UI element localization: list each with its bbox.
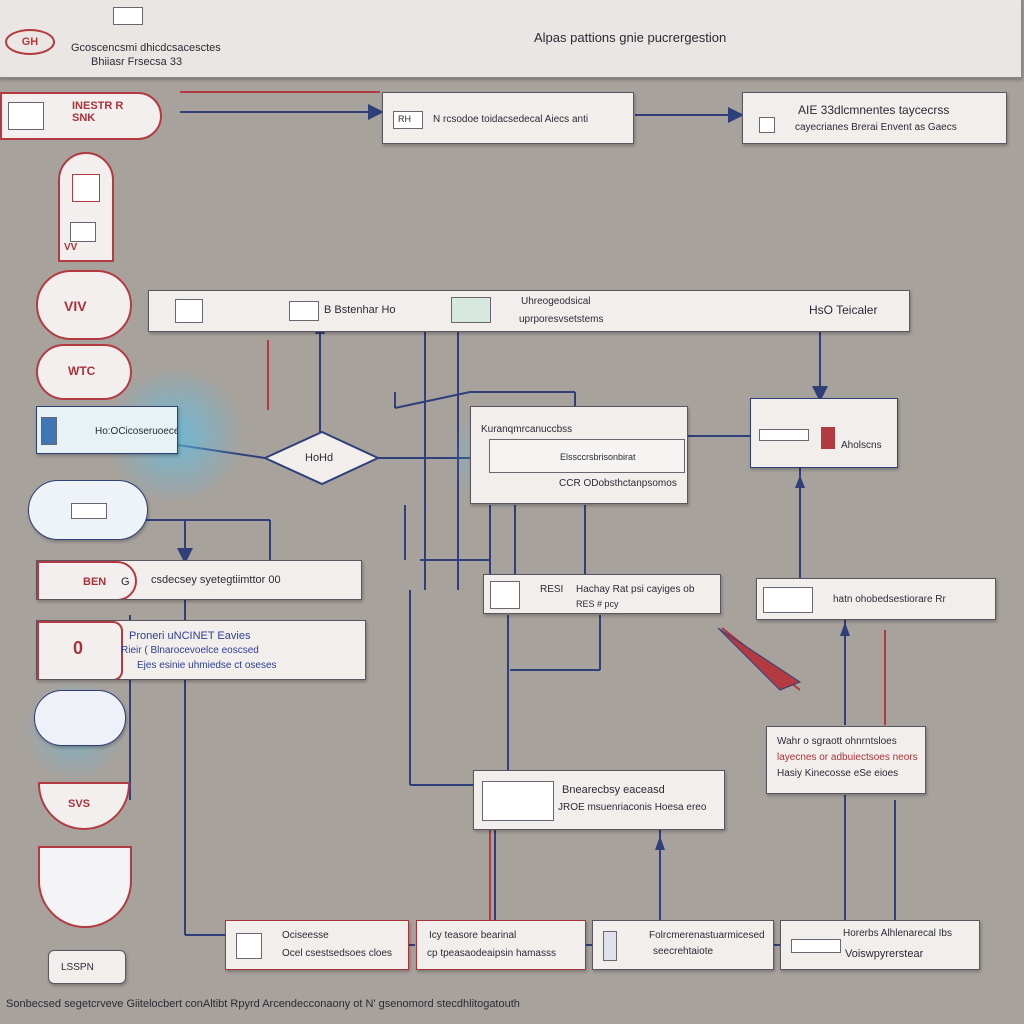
process-box-e[interactable]: Wahr o sgraott ohnrntsloes layecnes or a… bbox=[766, 726, 926, 794]
header-left-line-2: Bhiiasr Frsecsa 33 bbox=[91, 56, 183, 68]
box-c-chip: RESI bbox=[540, 584, 564, 595]
box-f-icon bbox=[482, 781, 554, 821]
diamond-label: HoHd bbox=[305, 452, 334, 464]
zero-line-3: Ejes esinie uhmiedse ct oseses bbox=[137, 660, 277, 671]
center-inner-panel: Elssccrsbrisonbirat bbox=[489, 439, 685, 473]
box-e-line-3: Hasiy Kinecosse eSe eioes bbox=[777, 768, 899, 779]
box-a-chip: RH bbox=[393, 111, 423, 129]
bar-icon-1 bbox=[175, 299, 203, 323]
center-line-3: CCR ODobsthctanpsomos bbox=[559, 478, 677, 489]
box-c-line-1: Hachay Rat psi cayiges ob bbox=[576, 584, 695, 595]
bottom-1-line-2: Ocel csestsedsoes cloes bbox=[282, 948, 393, 959]
bottom-tag-label: LSSPN bbox=[61, 962, 94, 973]
bottom-3-line-2: seecrehtaiote bbox=[653, 946, 714, 957]
bottom-3-line-1: Folrcmerenastuarmicesed bbox=[649, 930, 765, 941]
bottom-box-3[interactable]: Folrcmerenastuarmicesed seecrehtaiote bbox=[592, 920, 774, 970]
blue-box-icon bbox=[41, 417, 57, 445]
left-3d-node-2 bbox=[34, 690, 126, 746]
box-f-line-1: Bnearecbsy eaceasd bbox=[562, 784, 665, 796]
bill-box-text: csdecsey syetegtiimttor 00 bbox=[151, 574, 281, 586]
blue-process-box[interactable]: Ho:OCicoseruoecee bbox=[36, 406, 178, 454]
header-left-line-1: Gcoscencsmi dhicdcsacesctes bbox=[71, 42, 221, 54]
bill-tag: BEN G bbox=[37, 561, 137, 599]
bottom-4-line-2: Voiswpyrerstear bbox=[845, 948, 924, 960]
logo-text: GH bbox=[21, 36, 39, 48]
bottom-4-icon bbox=[791, 939, 841, 953]
right-middle-box[interactable]: Aholscns bbox=[750, 398, 898, 468]
zero-shield: 0 bbox=[37, 621, 123, 679]
bottom-box-1[interactable]: Ociseesse Ocel csestsedsoes cloes bbox=[225, 920, 409, 970]
3d-node-icon bbox=[71, 503, 107, 519]
bottom-3-icon bbox=[603, 931, 617, 961]
bar-label-c: HsO Teicaler bbox=[809, 303, 878, 317]
box-c-line-2: RES # pcy bbox=[576, 599, 619, 609]
bottom-1-line-1: Ociseesse bbox=[282, 930, 329, 941]
left-bottom-tag: LSSPN bbox=[48, 950, 126, 984]
footer-caption: Sonbecsed segetcrveve Giitelocbert conAl… bbox=[6, 998, 520, 1010]
red-tag-top: INESTR R SNK bbox=[0, 92, 162, 140]
zero-line-2: Rieir ( Blnarocevoelce eoscsed bbox=[121, 645, 259, 656]
shield-1-icon bbox=[72, 174, 100, 202]
box-d-text: hatn ohobedsestiorare Rr bbox=[833, 594, 946, 605]
center-box[interactable]: Kuranqmrcanuccbss Elssccrsbrisonbirat CC… bbox=[470, 406, 688, 504]
logo: GH bbox=[5, 29, 55, 55]
bar-icon-2 bbox=[289, 301, 319, 321]
left-shield-2: VIV bbox=[36, 270, 132, 340]
bottom-1-icon bbox=[236, 933, 262, 959]
bottom-4-line-1: Horerbs Alhlenarecal Ibs bbox=[843, 928, 952, 939]
bar-label-b-line-2: uprporesvsetstems bbox=[519, 314, 604, 325]
process-box-d[interactable]: hatn ohobedsestiorare Rr bbox=[756, 578, 996, 620]
bill-tag-label: BEN bbox=[83, 576, 107, 588]
box-f-line-2: JROE msuenriaconis Hoesa ereo bbox=[558, 802, 707, 813]
zero-mark: 0 bbox=[73, 638, 84, 658]
bottom-2-line-2: cp tpeasaodeaipsin hamasss bbox=[427, 948, 556, 959]
process-box-a[interactable]: RH N rcsodoe toidacsedecal Aiecs anti bbox=[382, 92, 634, 144]
box-d-icon bbox=[763, 587, 813, 613]
shield-4-label: SVS bbox=[68, 798, 91, 810]
right-box-text: Aholscns bbox=[841, 440, 882, 451]
shield-2-label: VIV bbox=[64, 298, 87, 314]
process-box-b[interactable]: AIE 33dlcmnentes taycecrss cayecrianes B… bbox=[742, 92, 1007, 144]
blue-box-text: Ho:OCicoseruoecee bbox=[95, 426, 178, 437]
bottom-box-4[interactable]: Horerbs Alhlenarecal Ibs Voiswpyrerstear bbox=[780, 920, 980, 970]
header-bar: GH Gcoscencsmi dhicdcsacesctes Bhiiasr F… bbox=[0, 0, 1022, 78]
bar-label-b-line-1: Uhreogeodsical bbox=[521, 296, 591, 307]
left-3d-node bbox=[28, 480, 148, 540]
process-box-bill[interactable]: BEN G csdecsey syetegtiimttor 00 bbox=[36, 560, 362, 600]
box-a-text: N rcsodoe toidacsedecal Aiecs anti bbox=[433, 114, 589, 125]
box-b-line-1: AIE 33dlcmnentes taycecrss bbox=[798, 103, 950, 117]
shield-3-label: WTC bbox=[68, 364, 96, 378]
shield-1-icon-2 bbox=[70, 222, 96, 242]
header-icon bbox=[113, 7, 143, 25]
box-e-line-2: layecnes or adbuiectsoes neors bbox=[777, 752, 918, 763]
red-tag-label: INESTR R SNK bbox=[72, 100, 124, 124]
bill-tag-g: G bbox=[121, 576, 130, 588]
left-shield-1 bbox=[58, 152, 114, 262]
main-bar[interactable]: B Bstenhar Ho Uhreogeodsical uprporesvse… bbox=[148, 290, 910, 332]
right-box-icon bbox=[759, 429, 809, 441]
tag-icon bbox=[8, 102, 44, 130]
center-line-2: Elssccrsbrisonbirat bbox=[560, 452, 636, 462]
bottom-box-2[interactable]: Icy teasore bearinal cp tpeasaodeaipsin … bbox=[416, 920, 586, 970]
process-box-c[interactable]: RESI Hachay Rat psi cayiges ob RES # pcy bbox=[483, 574, 721, 614]
page-title: Alpas pattions gnie pucrergestion bbox=[534, 30, 727, 45]
box-e-line-1: Wahr o sgraott ohnrntsloes bbox=[777, 736, 897, 747]
box-b-chip bbox=[759, 117, 775, 133]
left-shield-5 bbox=[38, 846, 132, 928]
process-box-zero[interactable]: 0 Proneri uNCINET Eavies Rieir ( Blnaroc… bbox=[36, 620, 366, 680]
box-c-icon bbox=[490, 581, 520, 609]
bottom-2-line-1: Icy teasore bearinal bbox=[429, 930, 517, 941]
shield-1-label: VV bbox=[64, 242, 78, 253]
left-shield-3: WTC bbox=[36, 344, 132, 400]
bar-label-a: B Bstenhar Ho bbox=[324, 304, 396, 316]
zero-line-1: Proneri uNCINET Eavies bbox=[129, 630, 251, 642]
bar-icon-3 bbox=[451, 297, 491, 323]
center-line-1: Kuranqmrcanuccbss bbox=[481, 424, 573, 435]
process-box-f[interactable]: Bnearecbsy eaceasd JROE msuenriaconis Ho… bbox=[473, 770, 725, 830]
box-b-line-2: cayecrianes Brerai Envent as Gaecs bbox=[795, 122, 957, 133]
right-box-flag bbox=[821, 427, 835, 449]
